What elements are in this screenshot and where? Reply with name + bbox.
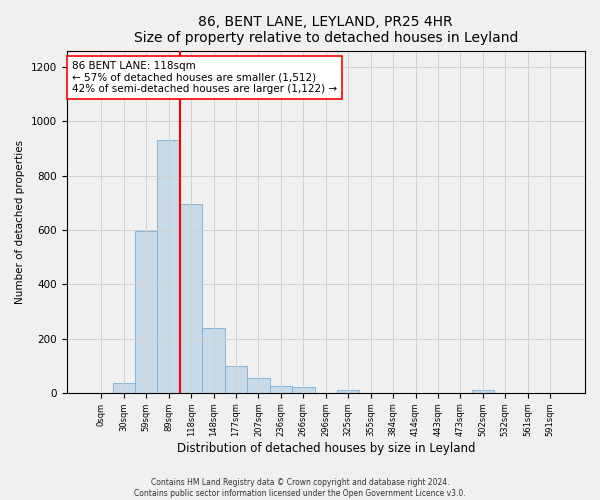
Bar: [157, 140, 180, 393]
Bar: [247, 378, 269, 393]
Bar: [180, 204, 202, 393]
X-axis label: Distribution of detached houses by size in Leyland: Distribution of detached houses by size …: [176, 442, 475, 455]
Bar: [225, 366, 247, 393]
Y-axis label: Number of detached properties: Number of detached properties: [15, 140, 25, 304]
Text: 86 BENT LANE: 118sqm
← 57% of detached houses are smaller (1,512)
42% of semi-de: 86 BENT LANE: 118sqm ← 57% of detached h…: [72, 61, 337, 94]
Bar: [269, 386, 292, 393]
Bar: [337, 390, 359, 393]
Title: 86, BENT LANE, LEYLAND, PR25 4HR
Size of property relative to detached houses in: 86, BENT LANE, LEYLAND, PR25 4HR Size of…: [134, 15, 518, 45]
Bar: [202, 328, 225, 393]
Bar: [472, 390, 494, 393]
Bar: [113, 384, 135, 393]
Text: Contains HM Land Registry data © Crown copyright and database right 2024.
Contai: Contains HM Land Registry data © Crown c…: [134, 478, 466, 498]
Bar: [292, 388, 314, 393]
Bar: [135, 231, 157, 393]
